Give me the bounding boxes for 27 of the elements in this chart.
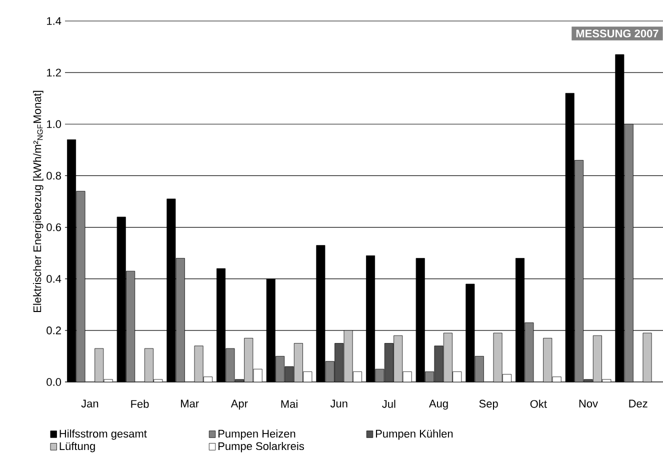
x-tick-label: Jun xyxy=(330,400,348,408)
y-tick-label: 1.2 xyxy=(47,68,61,76)
y-tick-label: 1.4 xyxy=(47,17,62,25)
x-tick-label: Apr xyxy=(230,400,248,410)
legend-label: Hilfsstrom gesamt xyxy=(60,430,147,440)
x-tick-label: Okt xyxy=(530,400,547,408)
x-tick-label: Dez xyxy=(629,400,648,408)
x-tick-label: Jul xyxy=(382,400,396,408)
x-tick-label: Jan xyxy=(81,400,98,408)
y-tick-label: 0.0 xyxy=(46,378,62,386)
legend-label: Pumpen Heizen xyxy=(218,430,296,440)
legend-label: Pumpe Solarkreis xyxy=(218,442,304,452)
y-tick-label: 1.0 xyxy=(47,120,62,128)
legend-label: Pumpen Kühlen xyxy=(376,430,453,440)
y-tick-label: 0.2 xyxy=(46,326,61,334)
x-tick-label: Mai xyxy=(281,400,298,408)
x-tick-label: Feb xyxy=(131,400,149,408)
legend-label: Lüftung xyxy=(60,442,95,452)
y-axis-title: Elektrischer Energiebezug [kWh/m²$_{NGF}$Monat] xyxy=(33,90,44,312)
y-tick-label: 0.8 xyxy=(46,172,61,180)
x-tick-label: Mar xyxy=(181,400,199,408)
y-tick-label: 0.6 xyxy=(46,223,61,232)
y-tick-label: 0.4 xyxy=(46,274,62,283)
x-tick-label: Nov xyxy=(579,400,598,408)
annotation: MESSUNG 2007 xyxy=(576,30,658,38)
x-tick-label: Sep xyxy=(479,400,498,410)
x-tick-label: Aug xyxy=(428,400,448,410)
